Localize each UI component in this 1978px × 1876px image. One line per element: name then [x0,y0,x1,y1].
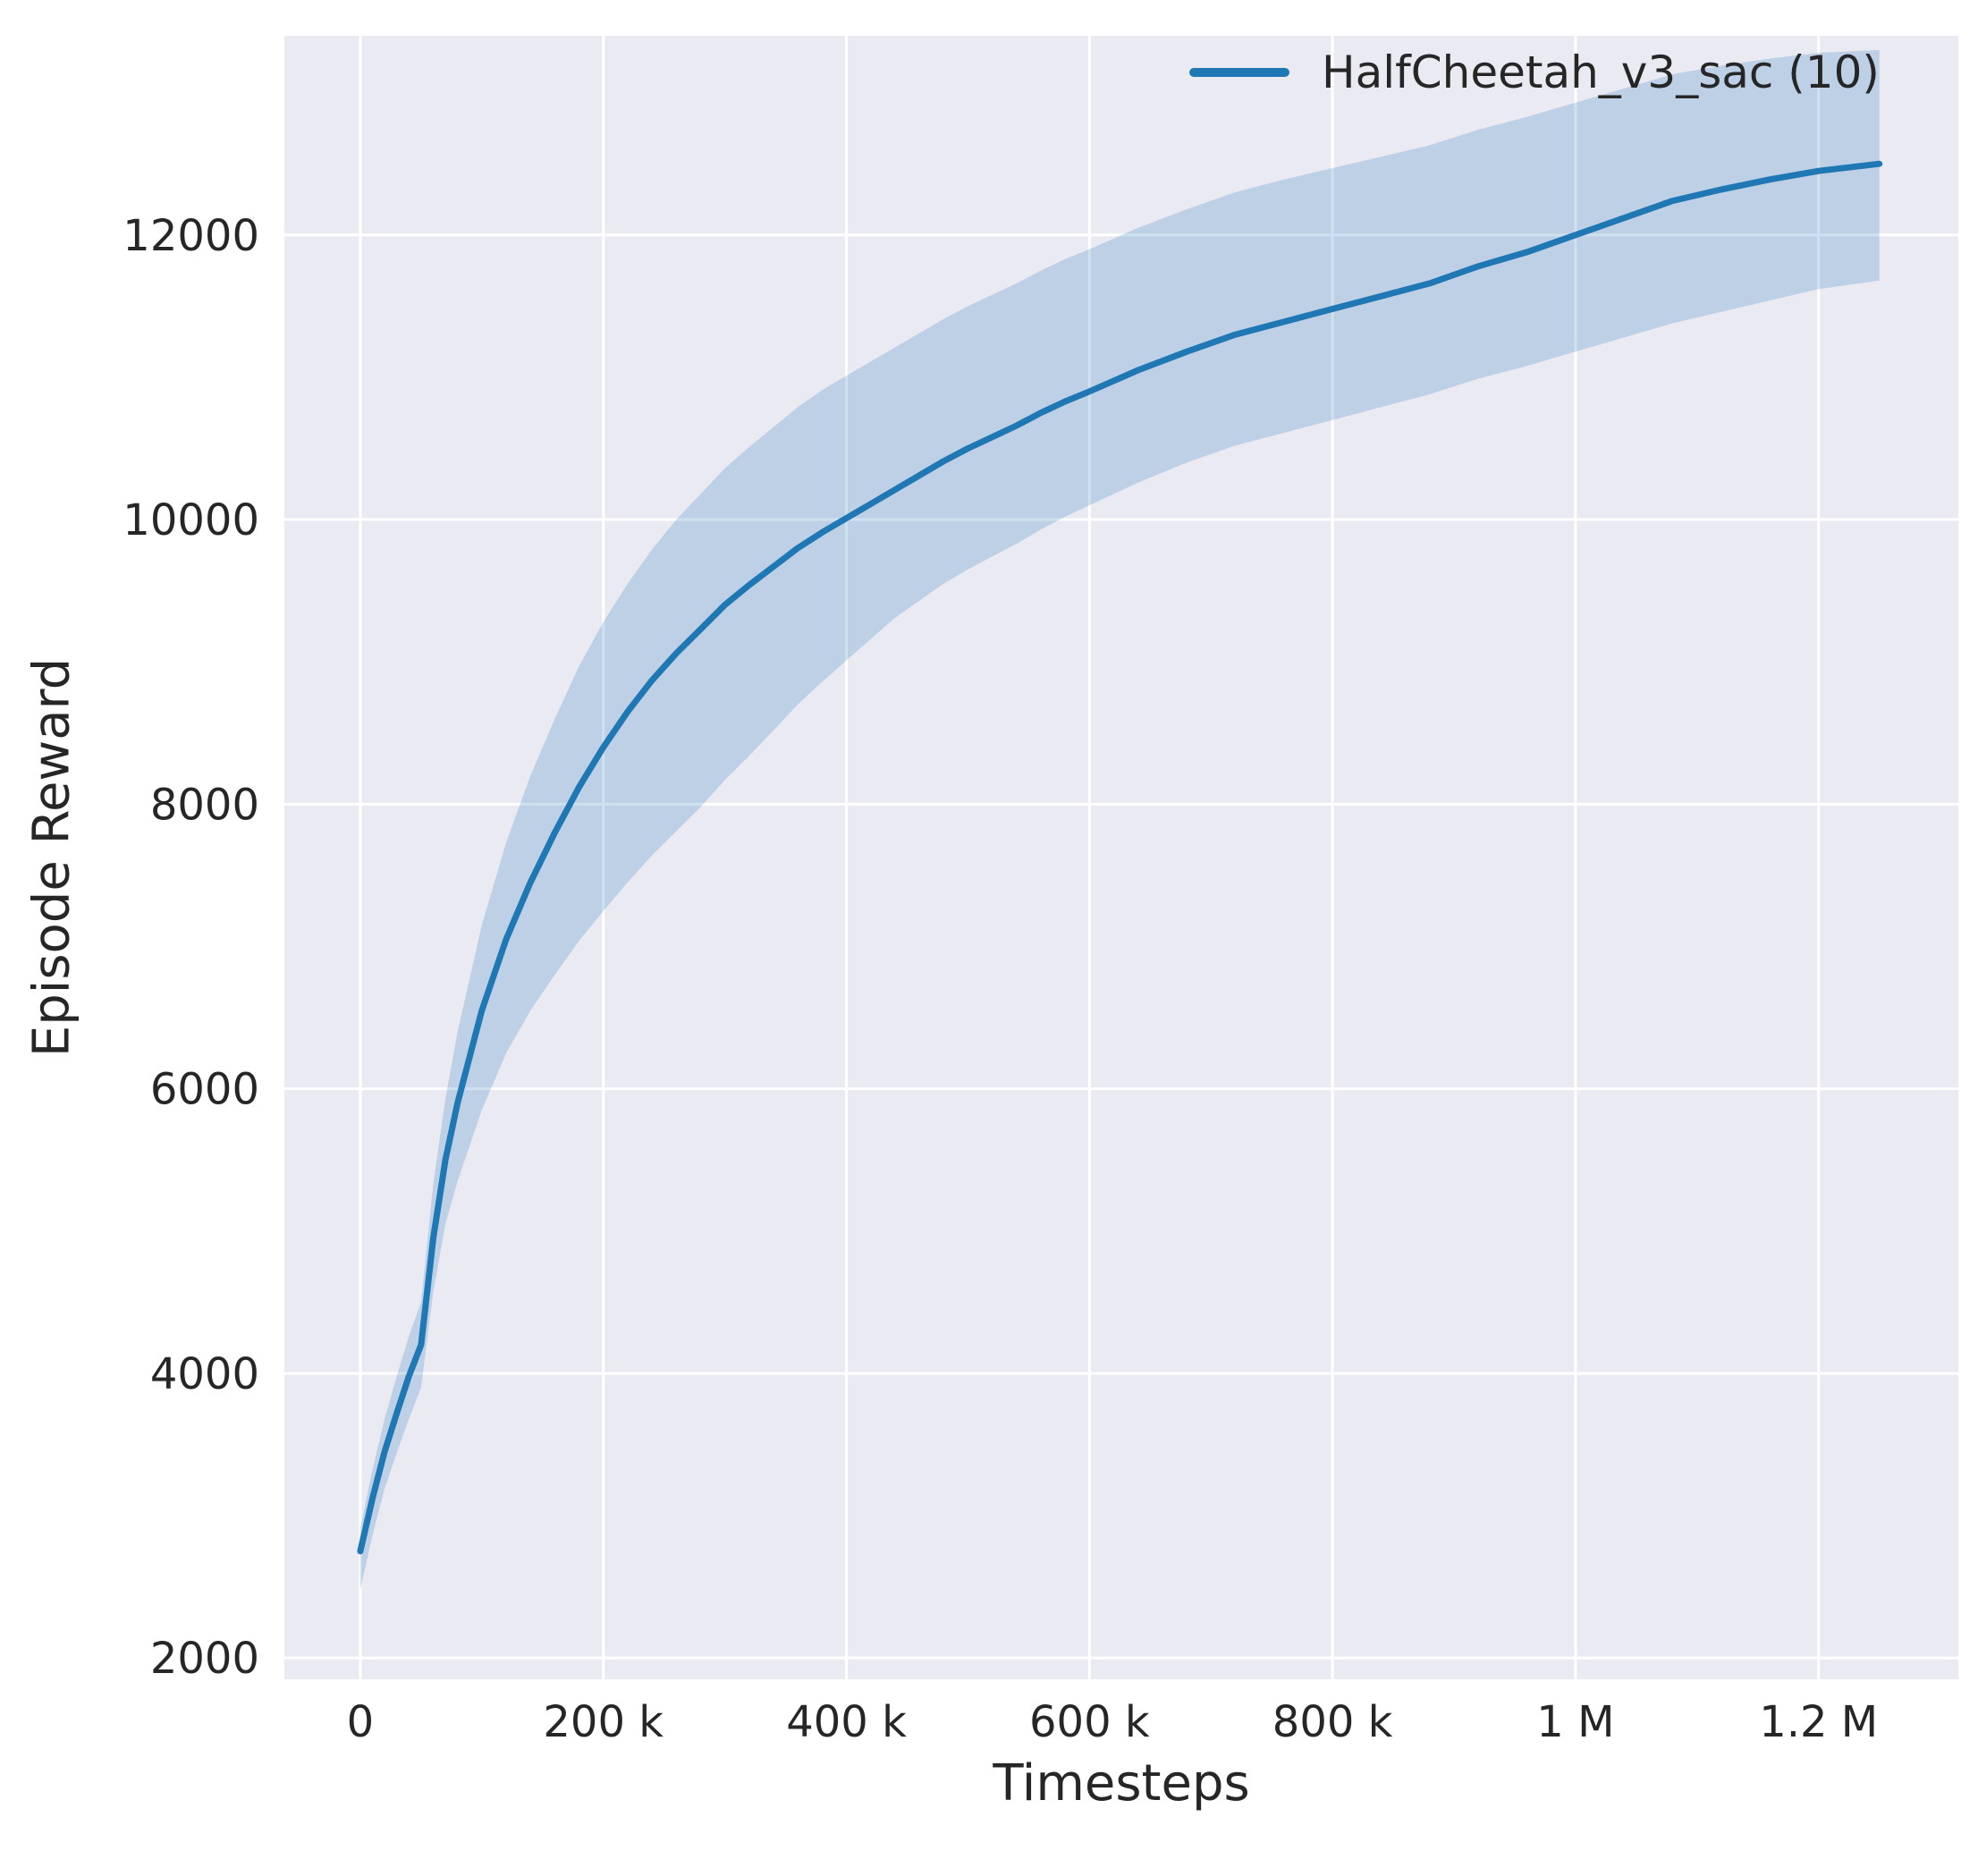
y-axis-label: Episode Reward [22,657,81,1058]
mean-line [357,160,1883,1555]
plot-area [284,36,1958,1679]
y-tick-label: 4000 [150,1349,259,1399]
y-tick-label: 8000 [150,780,259,830]
legend: HalfCheetah_v3_sac (10) [1189,46,1880,98]
legend-label: HalfCheetah_v3_sac (10) [1322,46,1880,98]
y-tick-label: 6000 [150,1065,259,1115]
y-tick-label: 12000 [123,211,259,261]
x-tick-label: 0 [347,1697,375,1747]
x-tick-label: 800 k [1272,1697,1393,1747]
legend-line-swatch [1189,68,1289,77]
y-tick-label: 10000 [123,495,259,545]
x-tick-label: 200 k [543,1697,664,1747]
x-tick-label: 1.2 M [1759,1697,1878,1747]
confidence-band [359,49,1880,1590]
x-tick-label: 400 k [786,1697,907,1747]
x-axis-label: Timesteps [993,1754,1250,1813]
x-tick-label: 600 k [1029,1697,1150,1747]
y-tick-label: 2000 [150,1634,259,1684]
x-tick-label: 1 M [1536,1697,1614,1747]
